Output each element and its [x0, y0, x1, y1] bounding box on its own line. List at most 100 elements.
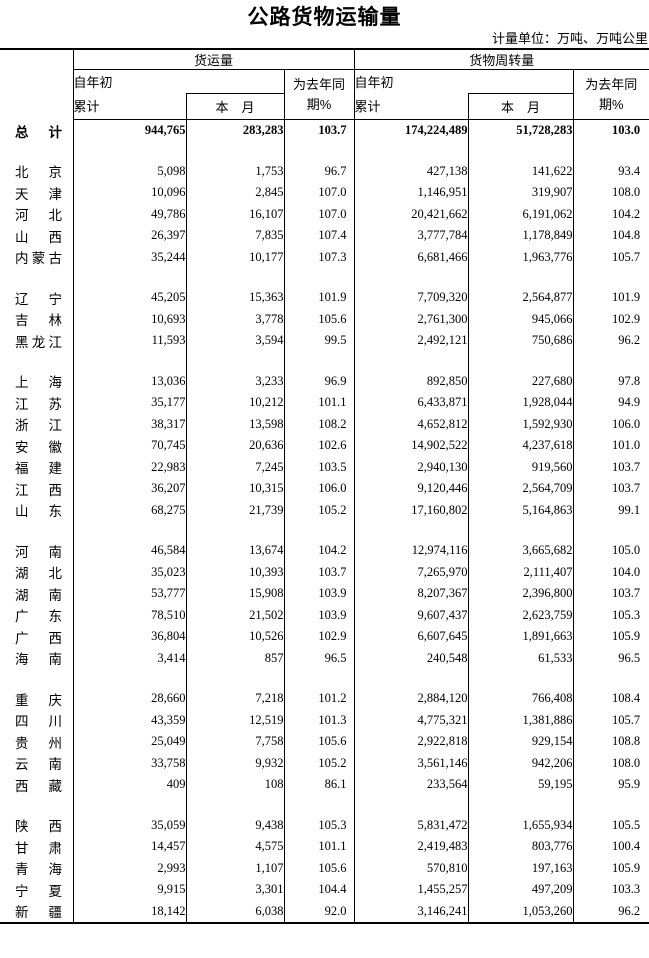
value-cell: 102.9 [283, 626, 355, 648]
separator-cell [0, 521, 74, 540]
separator-cell [283, 521, 355, 540]
region-cell: 黑龙江 [0, 330, 74, 352]
separator-cell [283, 141, 355, 161]
value-cell: 22,983 [151, 459, 186, 474]
region-name-char: 夏 [48, 883, 63, 899]
region-name-char: 天 [15, 186, 29, 202]
separator-cell [353, 795, 469, 815]
value-cell: 2,940,130 [353, 456, 469, 478]
separator-cell [353, 351, 469, 371]
value-cell: 105.3 [572, 604, 649, 626]
region-name-char: 古 [48, 251, 63, 267]
value-cell: 1,592,930 [467, 413, 574, 435]
region-cell: 新疆 [0, 900, 74, 923]
separator-cell [467, 521, 574, 540]
separator-cell [283, 268, 355, 287]
value-cell: 103.7 [283, 119, 355, 142]
value-cell: 233,564 [353, 774, 469, 796]
value-cell: 101.1 [283, 836, 355, 858]
value-cell: 104.2 [283, 540, 355, 562]
value-cell: 101.2 [283, 688, 355, 710]
table-row: 吉林 10,693 3,778 105.6 2,761,300 945,066 102.9 [0, 308, 649, 330]
value-cell: 7,218 [185, 688, 284, 710]
value-cell: 104.4 [283, 879, 355, 901]
separator-cell [73, 796, 186, 815]
value-cell: 108.0 [572, 182, 649, 204]
value-cell: 11,593 [151, 333, 186, 348]
region-name: 湖南 [15, 584, 62, 604]
value-cell: 409 [166, 777, 186, 792]
header-step-freight [186, 69, 284, 94]
table-row: 云南 33,758 9,932 105.2 3,561,146 942,206 108.0 [0, 752, 649, 774]
value-cell: 78,510 [151, 607, 186, 622]
value-cell: 2,564,709 [467, 478, 574, 500]
separator-cell [467, 268, 574, 287]
value-cell: 1,455,257 [353, 879, 469, 901]
region-name: 宁夏 [15, 880, 62, 900]
separator-cell [353, 141, 469, 161]
value-cell: 9,438 [185, 814, 284, 836]
region-name-char: 北 [15, 165, 29, 181]
region-name: 内蒙古 [15, 247, 62, 267]
header-group-turnover: 货物周转量 [353, 49, 649, 70]
value-cell: 103.9 [283, 604, 355, 626]
value-cell: 750,686 [467, 330, 574, 352]
region-name-char: 京 [48, 165, 63, 181]
value-cell: 108.0 [572, 752, 649, 774]
value-cell: 919,560 [467, 456, 574, 478]
region-cell: 湖南 [0, 583, 74, 605]
region-cell: 陕西 [0, 814, 74, 836]
region-name-char: 甘 [15, 840, 29, 856]
region-cell: 四川 [0, 709, 74, 731]
header-group-freight: 货运量 [73, 49, 355, 70]
value-cell: 105.9 [572, 626, 649, 648]
region-cell: 广东 [0, 604, 74, 626]
separator-cell [73, 142, 186, 161]
separator-cell [283, 669, 355, 688]
value-cell: 2,845 [185, 182, 284, 204]
region-name-char: 津 [48, 186, 63, 202]
region-name-char: 浙 [15, 418, 29, 434]
value-cell: 9,932 [185, 752, 284, 774]
separator-cell [467, 351, 574, 371]
value-cell: 107.0 [283, 182, 355, 204]
value-cell: 7,245 [185, 456, 284, 478]
region-name-char: 西 [48, 229, 63, 245]
value-cell: 10,526 [185, 626, 284, 648]
region-name: 天津 [15, 183, 62, 203]
table-row: 内蒙古 35,244 10,177 107.3 6,681,466 1,963,776 10… [0, 246, 649, 268]
region-name-char: 上 [15, 375, 29, 391]
separator-cell [73, 352, 186, 371]
separator-cell [353, 521, 469, 540]
header-ytd-freight: 自年初 累计 [73, 69, 186, 120]
value-cell: 100.4 [572, 836, 649, 858]
value-cell: 20,636 [185, 435, 284, 457]
separator-cell [467, 795, 574, 815]
value-cell: 7,835 [185, 225, 284, 247]
separator-row [0, 141, 649, 161]
value-cell: 36,804 [151, 629, 186, 644]
separator-cell [0, 351, 74, 371]
region-name-char: 海 [48, 862, 63, 878]
separator-row [0, 521, 649, 540]
value-cell: 28,660 [151, 691, 186, 706]
header-ytd-turnover-line2: 累计 [354, 98, 381, 114]
table-row: 江苏 35,177 10,212 101.1 6,433,871 1,928,044 94.… [0, 392, 649, 414]
value-cell: 93.4 [572, 160, 649, 182]
header-ytd-turnover-line1: 自年初 [354, 74, 394, 90]
value-cell: 102.9 [572, 308, 649, 330]
region-name-char: 山 [15, 229, 29, 245]
separator-cell [353, 669, 469, 688]
region-name-char: 总 [15, 124, 29, 140]
value-cell: 3,301 [185, 879, 284, 901]
region-name-char: 西 [15, 778, 29, 794]
region-name-char: 藏 [48, 778, 63, 794]
value-cell: 70,745 [151, 438, 186, 453]
value-cell: 86.1 [283, 774, 355, 796]
region-cell: 云南 [0, 752, 74, 774]
value-cell: 106.0 [283, 478, 355, 500]
value-cell: 17,160,802 [353, 499, 469, 521]
region-name: 黑龙江 [15, 331, 62, 351]
value-cell: 97.8 [572, 370, 649, 392]
